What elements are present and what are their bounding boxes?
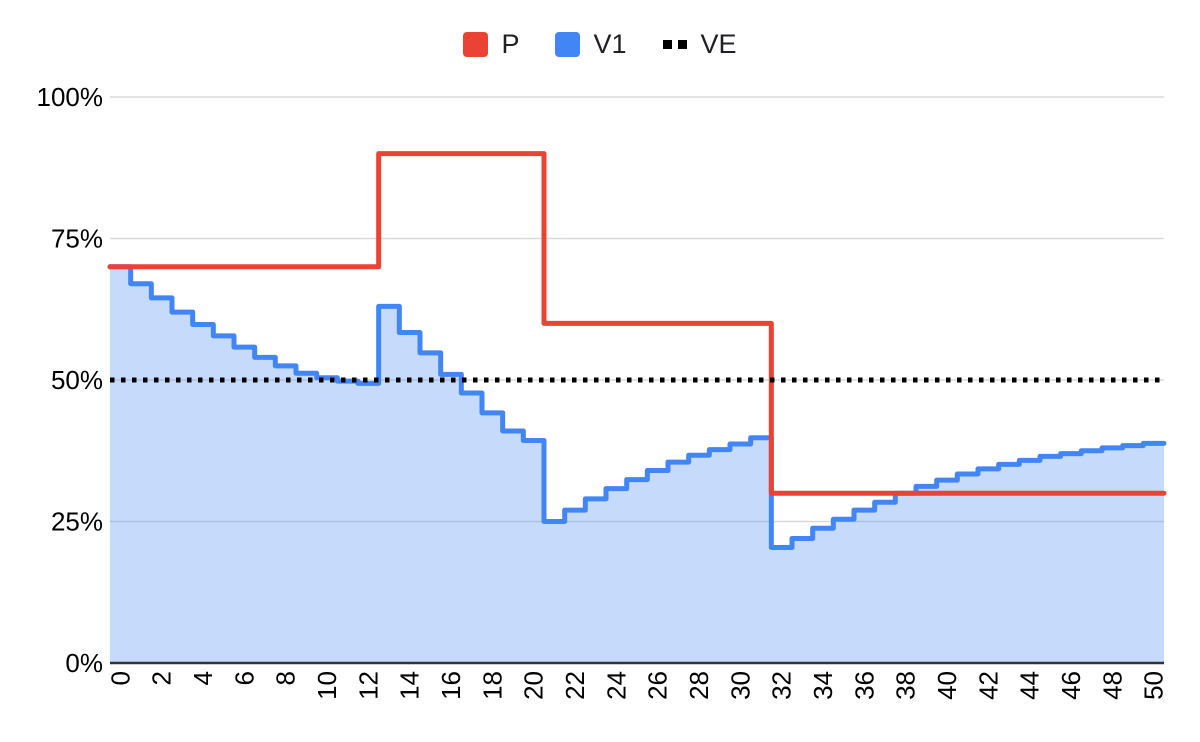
x-tick-label: 14	[395, 671, 425, 700]
y-tick-label: 50%	[51, 365, 103, 395]
x-tick-label: 24	[601, 671, 631, 700]
x-tick-label: 34	[808, 671, 838, 700]
x-tick-label: 2	[147, 671, 177, 685]
x-tick-label: 10	[312, 671, 342, 700]
v1-line	[107, 264, 1167, 551]
x-tick-label: 48	[1097, 671, 1127, 700]
x-tick-label: 18	[477, 671, 507, 700]
x-tick-label: 28	[684, 671, 714, 700]
y-tick-label: 75%	[51, 224, 103, 254]
v1-area-fill	[110, 266, 1164, 663]
x-tick-label: 20	[519, 671, 549, 700]
x-tick-label: 50	[1139, 671, 1169, 700]
x-tick-label: 42	[973, 671, 1003, 700]
y-tick-label: 25%	[51, 507, 103, 537]
gridlines	[110, 96, 1164, 523]
x-tick-label: 38	[891, 671, 921, 700]
x-tick-label: 0	[105, 671, 135, 685]
x-axis-labels: 0 2 4 6 8 10 12 14 16 18 20 22 24 26 28 30 32 34 36 38 40 42 4…	[105, 671, 1168, 700]
x-tick-label: 46	[1056, 671, 1086, 700]
x-tick-label: 26	[643, 671, 673, 700]
y-tick-label: 100%	[37, 82, 104, 112]
y-axis-labels: 0% 25% 50% 75% 100%	[37, 82, 104, 678]
x-tick-label: 4	[188, 671, 218, 685]
x-tick-label: 36	[849, 671, 879, 700]
x-tick-label: 40	[932, 671, 962, 700]
p-line	[107, 151, 1167, 496]
x-tick-label: 12	[353, 671, 383, 700]
x-tick-label: 32	[767, 671, 797, 700]
x-tick-label: 8	[271, 671, 301, 685]
x-tick-label: 6	[229, 671, 259, 685]
x-tick-label: 30	[725, 671, 755, 700]
x-tick-label: 16	[436, 671, 466, 700]
y-tick-label: 0%	[65, 648, 103, 678]
x-tick-label: 22	[560, 671, 590, 700]
x-tick-label: 44	[1015, 671, 1045, 700]
series-layer	[107, 151, 1167, 663]
